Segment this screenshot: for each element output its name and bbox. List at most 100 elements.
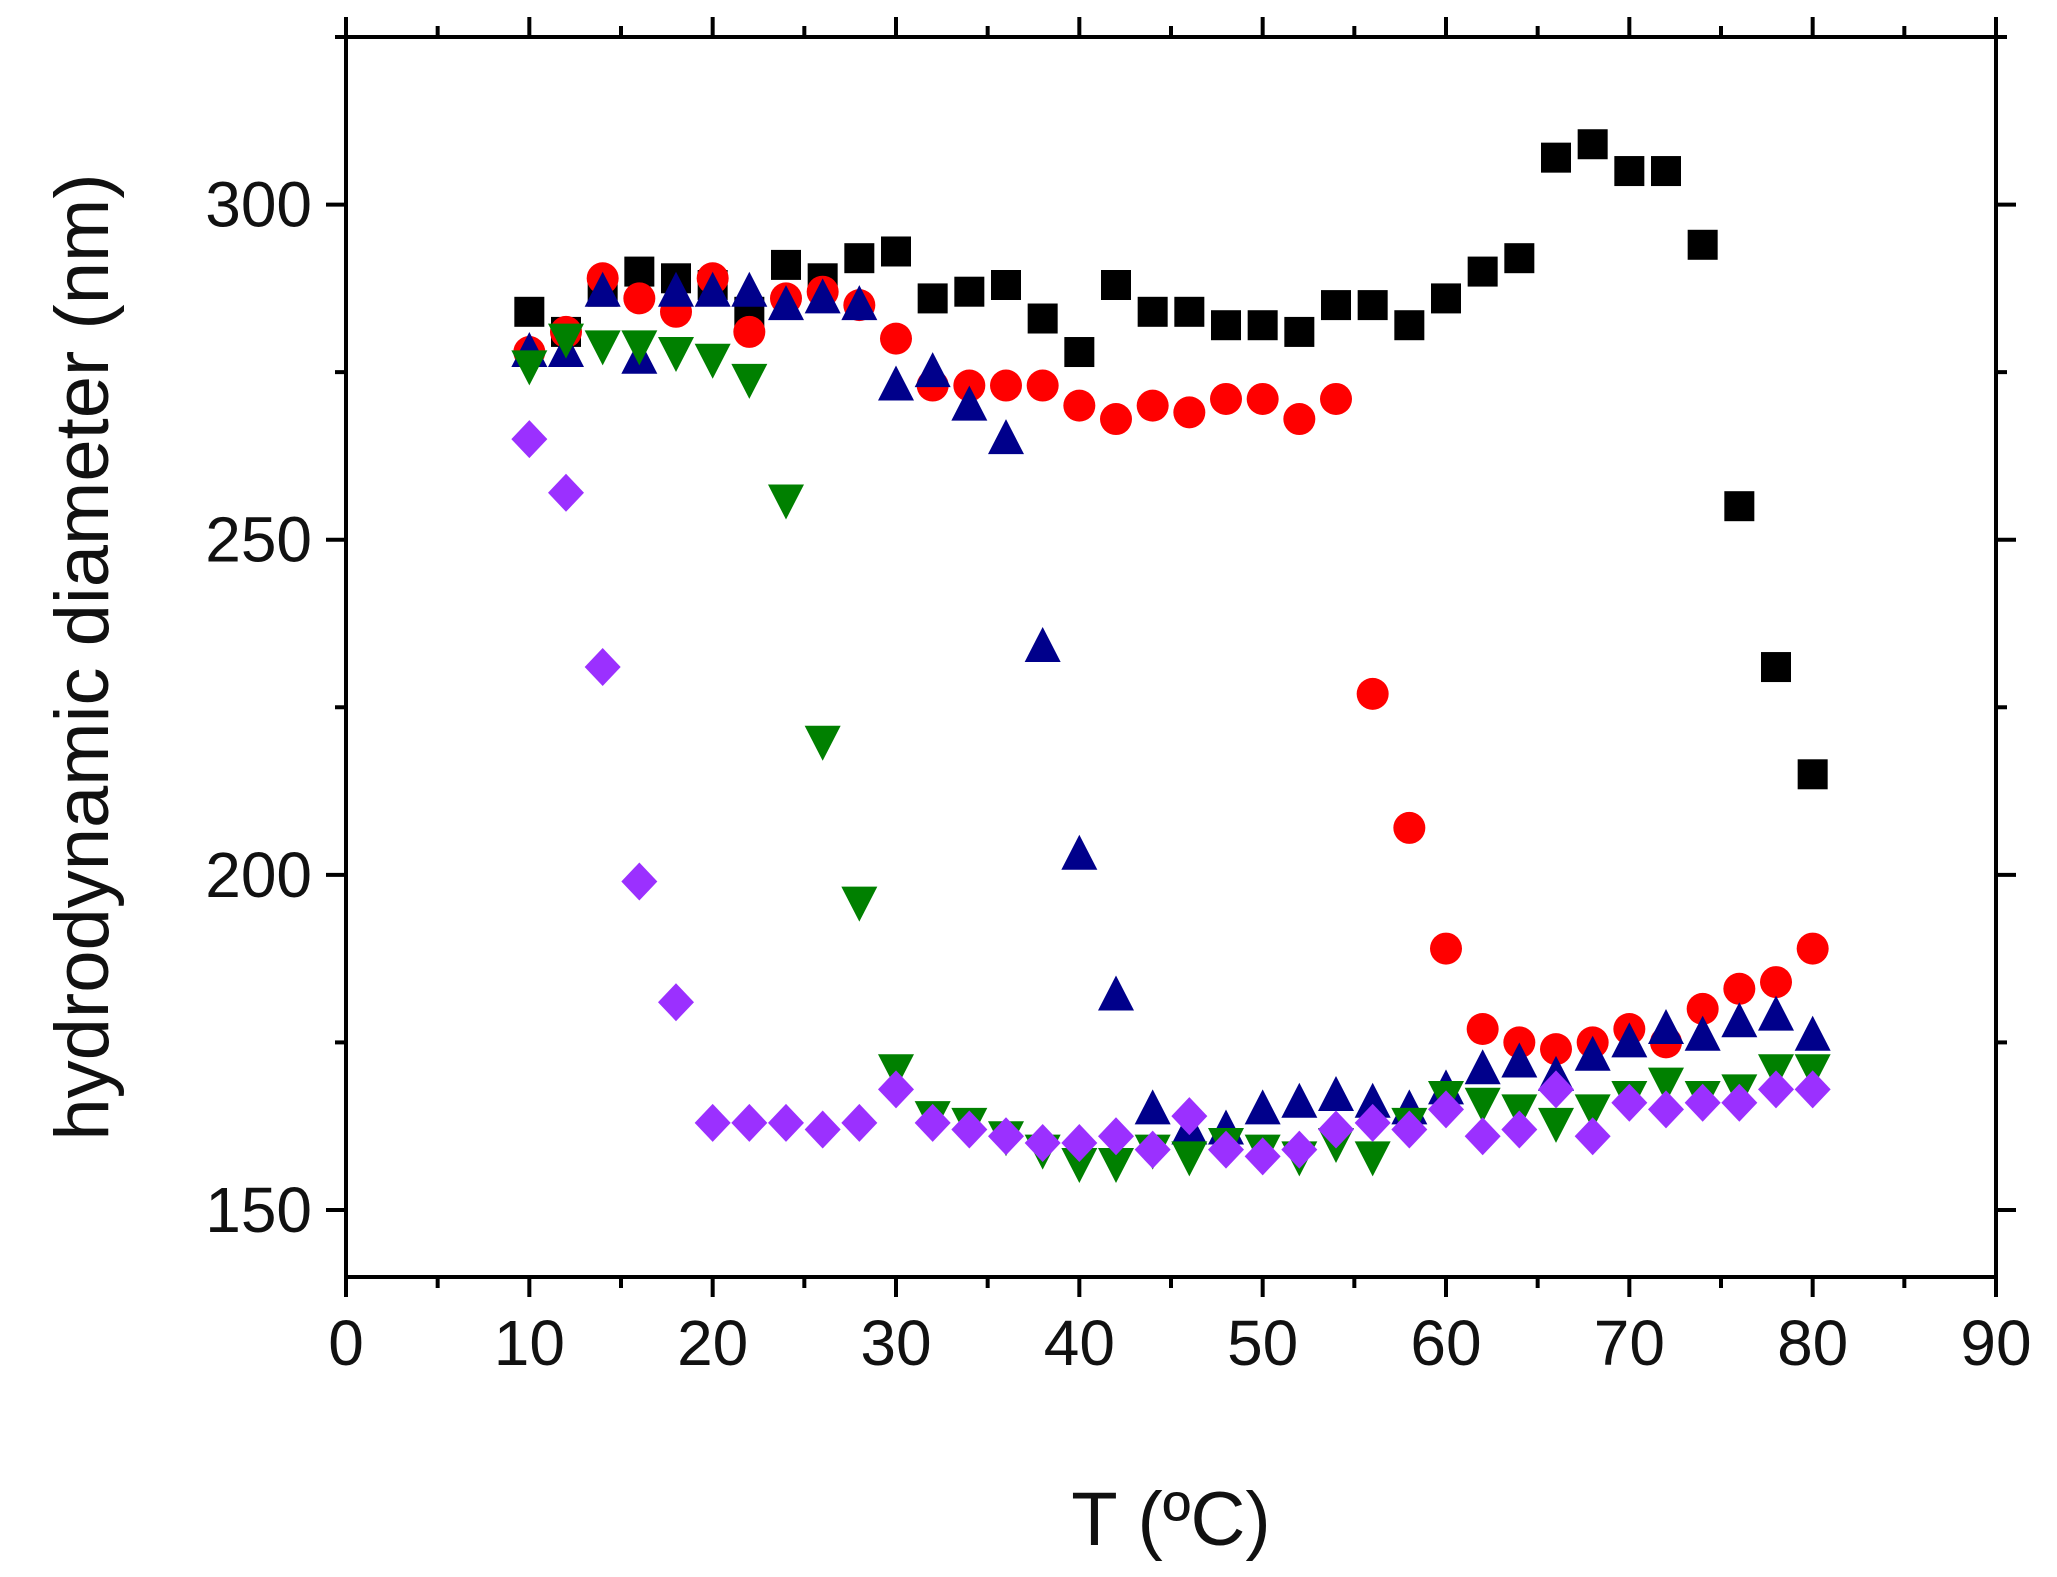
data-point (1430, 932, 1462, 965)
data-point (1098, 1117, 1134, 1156)
data-point (991, 270, 1021, 300)
x-tick-label: 60 (1410, 1307, 1481, 1379)
data-point (1210, 382, 1242, 415)
data-point (1794, 1070, 1831, 1109)
data-point (1246, 382, 1279, 415)
data-point (914, 1103, 951, 1142)
data-point (1794, 1015, 1831, 1051)
x-tick-label: 20 (677, 1307, 748, 1379)
series-black-squares (514, 129, 1828, 790)
data-point (878, 1070, 914, 1109)
data-point (1356, 677, 1389, 710)
data-point (1061, 834, 1098, 870)
y-tick-label: 200 (205, 839, 312, 911)
y-tick-label: 300 (205, 169, 312, 241)
data-point (988, 1117, 1024, 1156)
data-point (951, 385, 988, 421)
data-point (1540, 1033, 1572, 1066)
data-point (1281, 1082, 1318, 1118)
data-point (1354, 1082, 1391, 1118)
data-point (990, 369, 1022, 402)
data-point (1686, 992, 1719, 1025)
data-point (1538, 1070, 1574, 1109)
data-markers (511, 129, 1831, 1184)
data-point (1024, 626, 1061, 662)
data-point (1394, 310, 1425, 341)
data-point (511, 420, 548, 459)
data-point (1283, 403, 1316, 436)
data-point (1320, 382, 1352, 415)
data-point (1026, 369, 1059, 402)
data-point (658, 983, 694, 1022)
series-green-down-triangles (511, 323, 1831, 1184)
data-point (1391, 1110, 1428, 1149)
data-point (621, 862, 658, 901)
data-point (1173, 396, 1206, 429)
y-tick-label: 250 (205, 504, 312, 576)
data-point (621, 330, 658, 366)
data-point (1354, 1141, 1391, 1177)
data-point (1064, 337, 1095, 368)
data-point (1098, 975, 1134, 1011)
data-point (768, 484, 804, 520)
data-point (1136, 389, 1169, 422)
data-point (1100, 403, 1132, 436)
data-point (768, 1103, 804, 1142)
data-point (1061, 1148, 1098, 1184)
data-point (844, 243, 875, 274)
data-point (1357, 290, 1388, 321)
data-point (1318, 1076, 1354, 1112)
data-point (1281, 1130, 1318, 1169)
data-point (1171, 1141, 1208, 1177)
x-tick-label: 0 (328, 1307, 364, 1379)
data-point (548, 323, 584, 359)
data-point (511, 350, 548, 386)
data-point (584, 271, 621, 307)
data-point (1247, 310, 1278, 341)
data-point (624, 256, 655, 287)
data-point (1318, 1110, 1354, 1149)
data-point (1464, 1049, 1501, 1085)
data-point (1574, 1035, 1611, 1071)
data-point (733, 315, 766, 348)
data-point (731, 363, 768, 399)
x-tick-label: 90 (1960, 1307, 2031, 1379)
series-red-circles (513, 262, 1829, 1066)
data-point (841, 285, 878, 321)
data-point (1101, 270, 1131, 300)
data-point (584, 330, 621, 366)
data-point (953, 369, 986, 402)
y-axis-title: hydrodynamic diameter (nm) (40, 173, 125, 1140)
data-point (1648, 1009, 1684, 1044)
data-point (1244, 1137, 1281, 1176)
data-point (1171, 1097, 1208, 1136)
data-point (1687, 229, 1718, 260)
data-point (1541, 142, 1571, 173)
data-point (694, 343, 731, 379)
data-point (1684, 1015, 1721, 1051)
data-point (1174, 296, 1205, 327)
data-point (1464, 1087, 1501, 1123)
data-point (841, 886, 878, 922)
data-point (514, 296, 545, 327)
data-point (1137, 296, 1168, 327)
data-point (1758, 1070, 1794, 1109)
x-tick-label: 50 (1227, 1307, 1298, 1379)
data-point (1354, 1103, 1391, 1142)
data-point (1431, 283, 1461, 314)
data-point (1684, 1083, 1721, 1122)
x-tick-label: 30 (860, 1307, 931, 1379)
data-point (1721, 1002, 1758, 1038)
data-point (804, 278, 841, 314)
x-tick-label: 10 (494, 1307, 565, 1379)
data-point (988, 419, 1024, 455)
data-point (1760, 966, 1792, 999)
data-point (1796, 932, 1829, 965)
data-point (771, 249, 801, 280)
x-axis-title: T (ºC) (1071, 1477, 1270, 1562)
data-point (768, 285, 804, 321)
data-point (1577, 129, 1608, 160)
data-point (584, 648, 621, 687)
axis-tick-labels: 0 10 20 30 40 50 60 70 80 90 150 200 250 300 (205, 169, 2031, 1379)
